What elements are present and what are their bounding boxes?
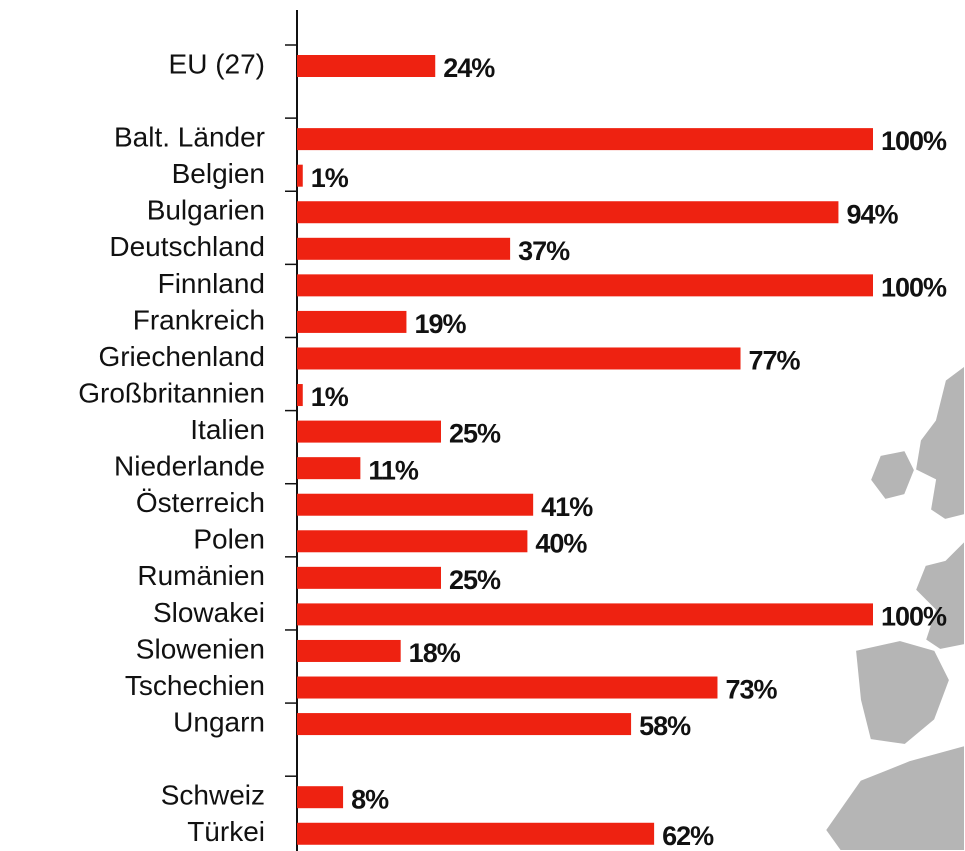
value-label: 1%: [311, 382, 349, 412]
bar: [297, 639, 401, 662]
value-label: 100%: [881, 272, 947, 302]
value-label: 37%: [518, 236, 570, 266]
bar: [297, 822, 655, 845]
category-label: Großbritannien: [78, 377, 265, 408]
value-label: 41%: [541, 492, 593, 522]
category-label: Slowenien: [136, 633, 265, 664]
bar: [297, 493, 534, 516]
value-label: 18%: [409, 638, 461, 668]
category-label: Belgien: [172, 158, 265, 189]
value-label: 77%: [749, 346, 801, 376]
category-label: Niederlande: [114, 451, 265, 482]
value-label: 94%: [846, 199, 898, 229]
bar: [297, 55, 436, 77]
bar: [297, 566, 441, 589]
category-label: Finnland: [158, 268, 265, 299]
category-label: Rumänien: [137, 560, 265, 591]
value-label: 100%: [881, 126, 947, 156]
bar: [297, 457, 361, 480]
category-label: Türkei: [187, 816, 265, 847]
category-label: Balt. Länder: [114, 122, 265, 153]
value-label: 100%: [881, 602, 947, 632]
category-label: Griechenland: [98, 341, 265, 372]
category-label: Ungarn: [173, 706, 265, 737]
bar: [297, 786, 344, 809]
value-label: 73%: [725, 675, 777, 705]
value-label: 1%: [311, 163, 349, 193]
category-label: Slowakei: [153, 597, 265, 628]
category-label: Bulgarien: [147, 195, 265, 226]
category-label: Polen: [193, 524, 265, 555]
value-label: 25%: [449, 565, 501, 595]
map-background: [823, 363, 965, 851]
bar: [297, 384, 303, 407]
value-label: 24%: [443, 53, 495, 83]
bar: [297, 201, 839, 224]
bar: [297, 128, 873, 151]
bar: [297, 713, 632, 736]
category-label: Tschechien: [125, 670, 265, 701]
category-label: Deutschland: [109, 231, 265, 262]
value-label: 19%: [414, 309, 466, 339]
value-label: 11%: [368, 455, 419, 485]
category-label: Schweiz: [161, 780, 265, 811]
bar: [297, 274, 873, 297]
value-label: 62%: [662, 821, 714, 851]
bar: [297, 237, 511, 260]
bar: [297, 420, 441, 443]
value-label: 40%: [535, 528, 587, 558]
bar: [297, 603, 873, 626]
category-label: Frankreich: [133, 304, 265, 335]
category-label: Österreich: [136, 487, 265, 518]
bar: [297, 347, 741, 370]
value-label: 58%: [639, 711, 691, 741]
bar: [297, 310, 407, 333]
value-label: 8%: [351, 784, 389, 814]
bar: [297, 530, 528, 553]
category-label: EU (27): [169, 48, 265, 79]
bar: [297, 164, 303, 187]
value-label: 25%: [449, 419, 501, 449]
category-label: Italien: [190, 414, 265, 445]
bar: [297, 676, 718, 699]
